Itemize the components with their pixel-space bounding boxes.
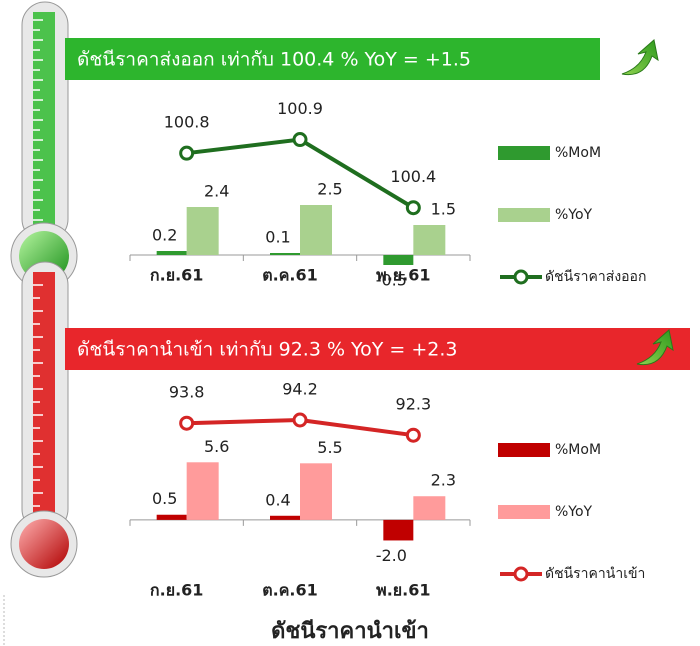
index-label: 100.9 bbox=[277, 99, 323, 118]
bar bbox=[157, 251, 187, 255]
legend-label: %YoY bbox=[555, 207, 593, 223]
banner-title: ดัชนีราคาส่งออก เท่ากับ 100.4 % YoY = +1… bbox=[77, 49, 471, 71]
value-label: 2.5 bbox=[317, 180, 342, 199]
legend-marker bbox=[515, 271, 527, 283]
infographic: ดัชนีราคานำเข้า ดัชนีราคาส่งออก เท่ากับ … bbox=[0, 0, 700, 646]
bar bbox=[383, 520, 413, 541]
legend-swatch bbox=[498, 146, 550, 160]
arrow-icon bbox=[622, 40, 658, 75]
value-label: 0.2 bbox=[152, 226, 177, 245]
thermometer-red bbox=[11, 262, 77, 577]
index-point bbox=[181, 147, 193, 159]
index-label: 93.8 bbox=[169, 383, 205, 402]
index-label: 92.3 bbox=[396, 395, 432, 414]
value-label: 0.5 bbox=[152, 489, 177, 508]
value-label: 2.3 bbox=[431, 471, 456, 490]
legend-swatch bbox=[498, 208, 550, 222]
x-tick-label: ก.ย.61 bbox=[150, 581, 203, 600]
banner-title: ดัชนีราคานำเข้า เท่ากับ 92.3 % YoY = +2.… bbox=[77, 339, 458, 361]
index-point bbox=[181, 417, 193, 429]
bar bbox=[413, 225, 445, 255]
bar bbox=[157, 515, 187, 520]
index-point bbox=[407, 429, 419, 441]
index-point bbox=[407, 202, 419, 214]
legend-swatch bbox=[498, 505, 550, 519]
bar bbox=[300, 463, 332, 520]
page: ดัชนีราคานำเข้า ดัชนีราคาส่งออก เท่ากับ … bbox=[0, 0, 700, 646]
index-label: 100.8 bbox=[164, 113, 210, 132]
value-label: 0.1 bbox=[265, 228, 290, 247]
legend-marker bbox=[515, 568, 527, 580]
bar bbox=[300, 205, 332, 255]
value-label: 5.6 bbox=[204, 437, 229, 456]
x-tick-label: ต.ค.61 bbox=[262, 581, 318, 600]
index-point bbox=[294, 134, 306, 146]
value-label: 2.4 bbox=[204, 182, 229, 201]
legend-label: ดัชนีราคานำเข้า bbox=[545, 566, 645, 582]
x-tick-label: พ.ย.61 bbox=[376, 581, 430, 600]
legend-label: %YoY bbox=[555, 504, 593, 520]
index-point bbox=[294, 414, 306, 426]
bar bbox=[270, 516, 300, 520]
value-label: 1.5 bbox=[431, 200, 456, 219]
value-label: -2.0 bbox=[376, 546, 407, 565]
caption: ดัชนีราคานำเข้า bbox=[271, 619, 429, 644]
bar bbox=[270, 253, 300, 255]
value-label: -0.5 bbox=[376, 271, 407, 290]
legend-label: %MoM bbox=[555, 442, 601, 458]
x-tick-label: ต.ค.61 bbox=[262, 266, 318, 285]
bar bbox=[187, 207, 219, 255]
bar bbox=[383, 255, 413, 265]
legend-label: %MoM bbox=[555, 145, 601, 161]
index-label: 100.4 bbox=[390, 167, 436, 186]
bar bbox=[187, 462, 219, 520]
legend-swatch bbox=[498, 443, 550, 457]
x-tick-label: ก.ย.61 bbox=[150, 266, 203, 285]
legend-label: ดัชนีราคาส่งออก bbox=[545, 269, 646, 285]
bar bbox=[413, 496, 445, 520]
value-label: 0.4 bbox=[265, 490, 290, 509]
index-label: 94.2 bbox=[282, 380, 318, 399]
value-label: 5.5 bbox=[317, 438, 342, 457]
